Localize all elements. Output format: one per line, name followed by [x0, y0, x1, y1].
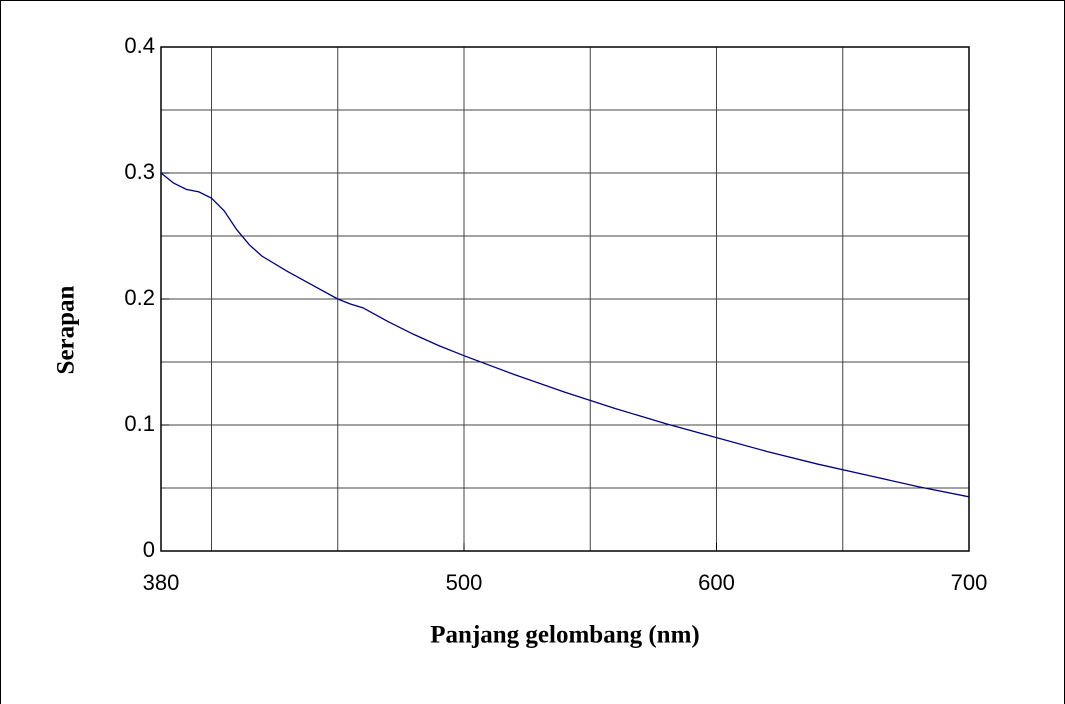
x-tick-label: 600 [698, 570, 735, 595]
y-tick-label: 0.4 [124, 33, 155, 58]
y-tick-label: 0.2 [124, 285, 155, 310]
x-tick-label: 700 [951, 570, 988, 595]
y-tick-label: 0.3 [124, 159, 155, 184]
y-tick-label: 0 [143, 537, 155, 562]
y-axis-label: Serapan [53, 285, 80, 374]
x-axis-label: Panjang gelombang (nm) [430, 622, 699, 649]
x-tick-label: 380 [143, 570, 180, 595]
data-line [160, 172, 970, 498]
x-tick-label: 500 [446, 570, 483, 595]
y-tick-label: 0.1 [124, 411, 155, 436]
